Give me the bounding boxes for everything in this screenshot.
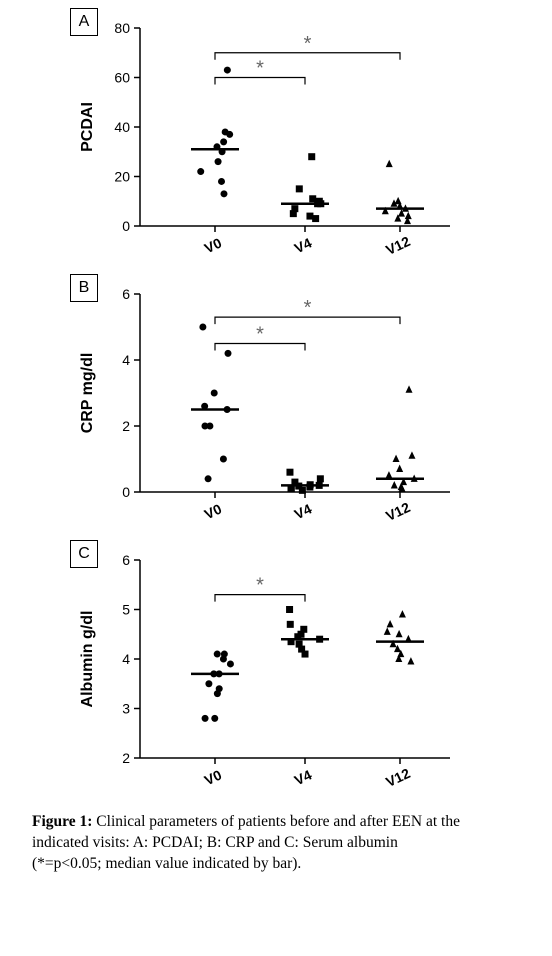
- svg-text:PCDAI: PCDAI: [79, 102, 96, 152]
- svg-text:*: *: [256, 575, 264, 597]
- svg-text:6: 6: [122, 552, 130, 568]
- svg-text:*: *: [304, 297, 312, 319]
- svg-text:V0: V0: [202, 235, 224, 257]
- caption-line3: (*=p<0.05; median value indicated by bar…: [32, 855, 301, 872]
- svg-text:V4: V4: [292, 235, 314, 257]
- panel-letter-c: C: [70, 540, 98, 568]
- svg-text:V12: V12: [383, 233, 413, 258]
- svg-text:CRP mg/dl: CRP mg/dl: [79, 353, 96, 434]
- svg-text:2: 2: [122, 418, 130, 434]
- svg-text:V12: V12: [383, 499, 413, 524]
- svg-text:6: 6: [122, 286, 130, 302]
- svg-text:2: 2: [122, 750, 130, 766]
- svg-text:0: 0: [122, 484, 130, 500]
- svg-text:V4: V4: [292, 501, 314, 523]
- panel-b: B 0 2 4 6 V0 V4 V12 CRP mg/dl * *: [70, 274, 542, 534]
- svg-text:*: *: [256, 324, 264, 346]
- svg-text:5: 5: [122, 602, 130, 618]
- svg-text:60: 60: [114, 70, 130, 86]
- svg-text:V4: V4: [292, 767, 314, 789]
- svg-text:0: 0: [122, 218, 130, 234]
- svg-text:V0: V0: [202, 501, 224, 523]
- chart-b: 0 2 4 6 V0 V4 V12 CRP mg/dl * *: [70, 274, 470, 534]
- figure-container: A 0 20 40 60 80 V0 V4 V12 PCDAI * * B 0 2 4 6 V0 V4 V12 CRP …: [0, 0, 552, 891]
- panel-a: A 0 20 40 60 80 V0 V4 V12 PCDAI * *: [70, 8, 542, 268]
- svg-text:80: 80: [114, 20, 130, 36]
- panel-c: C 2 3 4 5 6 V0 V4 V12 Albumin g/dl *: [70, 540, 542, 800]
- panel-letter-a: A: [70, 8, 98, 36]
- svg-text:20: 20: [114, 169, 130, 185]
- svg-text:*: *: [304, 33, 312, 55]
- caption-line1: Clinical parameters of patients before a…: [92, 813, 460, 830]
- chart-a: 0 20 40 60 80 V0 V4 V12 PCDAI * *: [70, 8, 470, 268]
- svg-text:V0: V0: [202, 767, 224, 789]
- svg-text:3: 3: [122, 701, 130, 717]
- caption-lead: Figure 1:: [32, 813, 92, 830]
- panel-letter-b: B: [70, 274, 98, 302]
- svg-text:4: 4: [122, 651, 130, 667]
- figure-caption: Figure 1: Clinical parameters of patient…: [10, 806, 542, 875]
- chart-c: 2 3 4 5 6 V0 V4 V12 Albumin g/dl *: [70, 540, 470, 800]
- svg-text:*: *: [256, 58, 264, 80]
- panels-container: A 0 20 40 60 80 V0 V4 V12 PCDAI * * B 0 2 4 6 V0 V4 V12 CRP …: [10, 8, 542, 800]
- svg-text:4: 4: [122, 352, 130, 368]
- svg-text:V12: V12: [383, 765, 413, 790]
- svg-text:Albumin g/dl: Albumin g/dl: [79, 611, 96, 708]
- svg-text:40: 40: [114, 119, 130, 135]
- caption-line2: indicated visits: A: PCDAI; B: CRP and C…: [32, 834, 398, 851]
